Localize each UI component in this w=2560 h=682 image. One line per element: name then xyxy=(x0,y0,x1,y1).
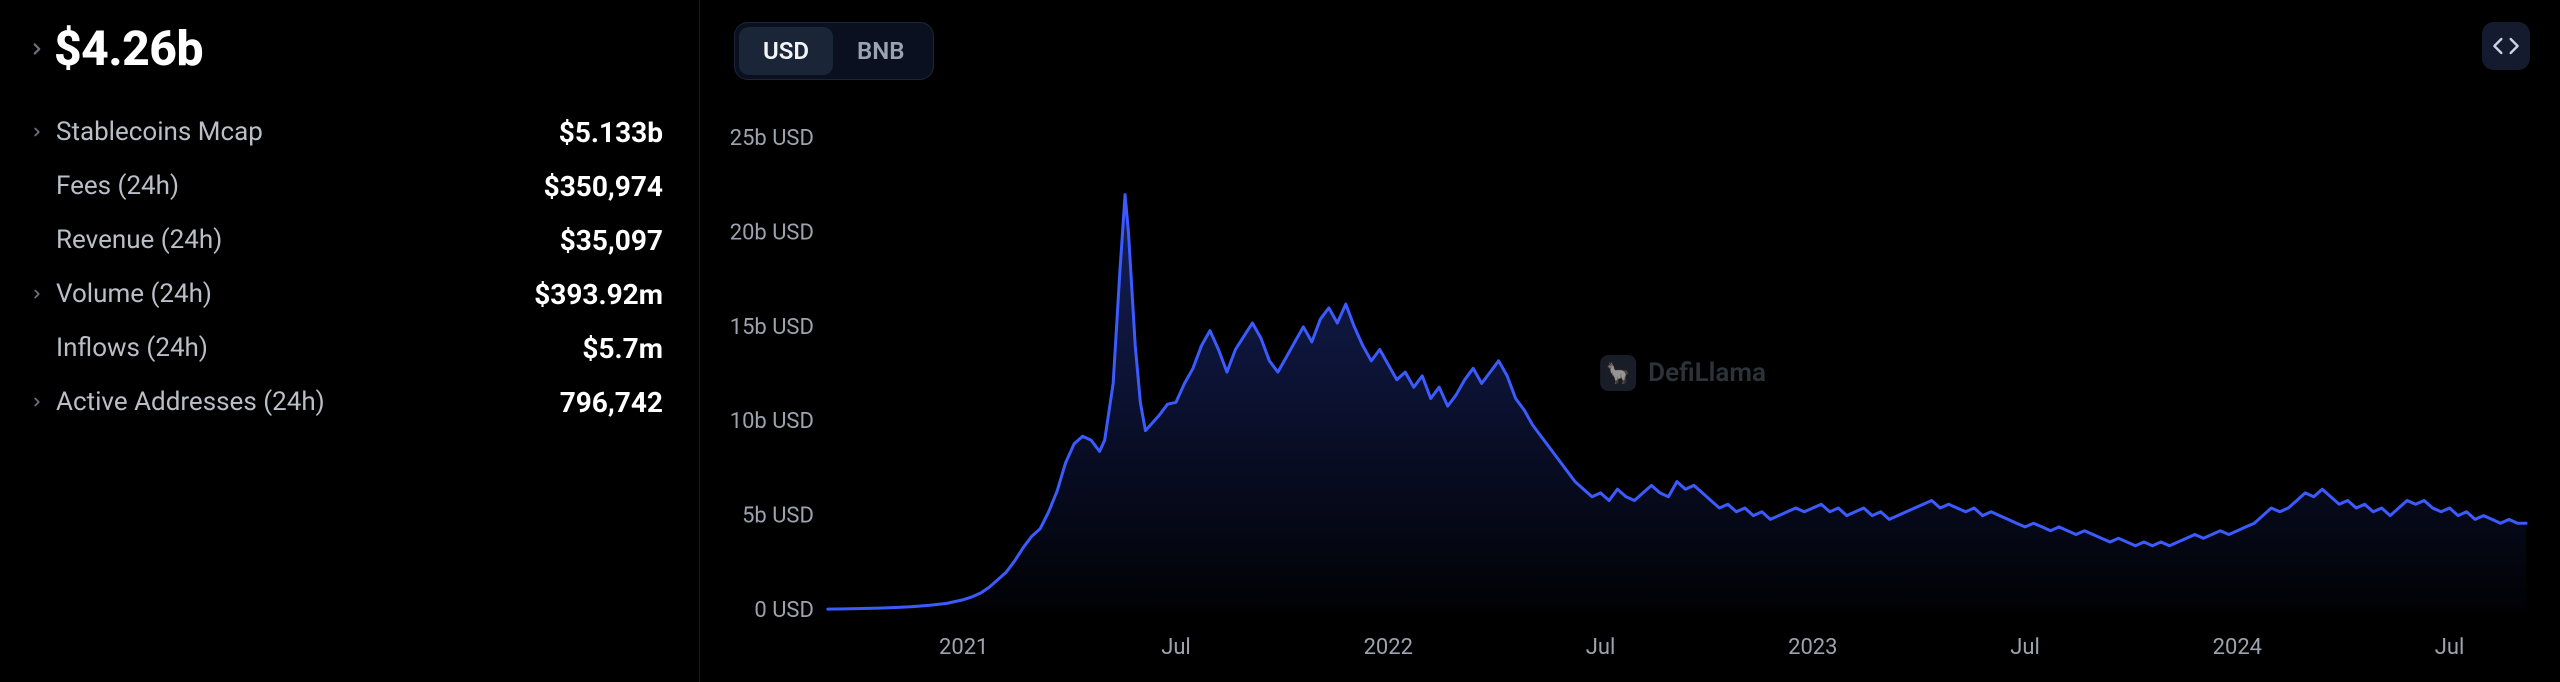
main-value: $4.26b xyxy=(54,20,203,77)
currency-toggle-bnb[interactable]: BNB xyxy=(833,27,928,75)
stat-left: Fees (24h) xyxy=(28,171,179,201)
stat-value: $5.133b xyxy=(559,116,663,149)
svg-text:Jul: Jul xyxy=(2435,635,2465,660)
svg-text:10b USD: 10b USD xyxy=(730,409,814,434)
stat-row: Inflows (24h) $5.7m xyxy=(28,321,663,375)
svg-text:Jul: Jul xyxy=(2010,635,2040,660)
stat-left: Inflows (24h) xyxy=(28,333,208,363)
embed-code-button[interactable] xyxy=(2482,22,2530,70)
stat-label: Active Addresses (24h) xyxy=(56,387,325,417)
stat-value: 796,742 xyxy=(560,386,663,419)
svg-text:2021: 2021 xyxy=(939,635,988,660)
chevron-right-icon xyxy=(28,284,46,304)
currency-toggle-usd[interactable]: USD xyxy=(739,27,833,75)
chevron-right-icon xyxy=(28,35,46,63)
stat-label: Stablecoins Mcap xyxy=(56,117,263,147)
stat-label: Inflows (24h) xyxy=(56,333,208,363)
tvl-chart[interactable]: 0 USD 5b USD 10b USD 15b USD 20b USD 25b USD 2… xyxy=(718,18,2536,664)
stat-row: Revenue (24h) $35,097 xyxy=(28,213,663,267)
stat-left: Volume (24h) xyxy=(28,279,212,309)
chevron-right-icon xyxy=(28,122,46,142)
stat-row[interactable]: Active Addresses (24h) 796,742 xyxy=(28,375,663,429)
svg-text:2022: 2022 xyxy=(1364,635,1413,660)
stat-row[interactable]: Stablecoins Mcap $5.133b xyxy=(28,105,663,159)
svg-text:0 USD: 0 USD xyxy=(754,598,813,623)
svg-text:Jul: Jul xyxy=(1586,635,1616,660)
svg-text:5b USD: 5b USD xyxy=(742,504,814,529)
chart-pane: USDBNB 🦙 DefiLlama 0 USD5b USD10b USD15b… xyxy=(700,0,2560,682)
svg-text:25b USD: 25b USD xyxy=(730,126,814,151)
chart-container: 0 USD 5b USD 10b USD 15b USD 20b USD 25b USD 2… xyxy=(718,18,2536,664)
stat-left: Active Addresses (24h) xyxy=(28,387,325,417)
svg-text:15b USD: 15b USD xyxy=(730,315,814,340)
stats-list: Stablecoins Mcap $5.133b Fees (24h) $350,97… xyxy=(28,105,663,429)
svg-text:20b USD: 20b USD xyxy=(730,220,814,245)
stat-left: Stablecoins Mcap xyxy=(28,117,263,147)
stat-left: Revenue (24h) xyxy=(28,225,222,255)
svg-text:2023: 2023 xyxy=(1788,635,1837,660)
stat-row[interactable]: Volume (24h) $393.92m xyxy=(28,267,663,321)
stat-row: Fees (24h) $350,974 xyxy=(28,159,663,213)
chevron-right-icon xyxy=(28,392,46,412)
stat-label: Revenue (24h) xyxy=(56,225,222,255)
stat-value: $5.7m xyxy=(582,332,663,365)
svg-text:2024: 2024 xyxy=(2213,635,2262,660)
stat-value: $35,097 xyxy=(560,224,663,257)
svg-text:Jul: Jul xyxy=(1161,635,1191,660)
stats-sidebar: $4.26b Stablecoins Mcap $5.133b Fees (24h)… xyxy=(0,0,700,682)
stat-value: $350,974 xyxy=(544,170,663,203)
stat-label: Fees (24h) xyxy=(56,171,179,201)
stat-label: Volume (24h) xyxy=(56,279,212,309)
stat-value: $393.92m xyxy=(534,278,663,311)
currency-toggle-group: USDBNB xyxy=(734,22,934,80)
main-value-row[interactable]: $4.26b xyxy=(28,20,663,77)
